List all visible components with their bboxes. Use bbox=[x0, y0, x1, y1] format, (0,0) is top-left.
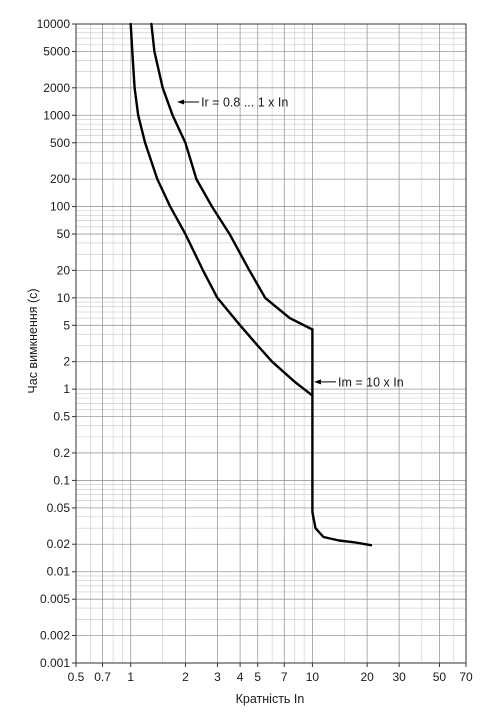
y-tick-labels: 0.001 0.002 0.005 0.01 0.02 0.05 0.1 0.2 0.5 1 2 5 1… bbox=[37, 17, 71, 670]
y-tick-label: 0.05 bbox=[47, 501, 71, 515]
grid bbox=[72, 23, 467, 667]
y-tick-label: 100 bbox=[50, 200, 70, 214]
y-tick-label: 0.001 bbox=[40, 656, 70, 670]
x-tick-label: 0.5 bbox=[68, 670, 85, 684]
x-tick-label: 5 bbox=[254, 670, 261, 684]
curves bbox=[129, 22, 373, 547]
annotation-arrowhead bbox=[177, 99, 185, 105]
x-tick-label: 0.7 bbox=[94, 670, 111, 684]
x-tick-labels: 0.5 0.7 1 2 3 4 5 7 10 20 30 50 70 bbox=[68, 670, 473, 684]
y-axis-title: Час вимкнення (с) bbox=[26, 288, 40, 393]
y-tick-label: 0.002 bbox=[40, 629, 70, 643]
y-tick-label: 0.005 bbox=[40, 592, 70, 606]
annotation-arrowhead bbox=[313, 379, 321, 385]
y-tick-label: 0.02 bbox=[47, 537, 71, 551]
x-tick-label: 7 bbox=[281, 670, 288, 684]
y-tick-label: 0.5 bbox=[53, 410, 70, 424]
x-tick-label: 30 bbox=[392, 670, 406, 684]
x-tick-label: 3 bbox=[214, 670, 221, 684]
trip-curve-1 bbox=[129, 22, 314, 397]
x-tick-label: 4 bbox=[237, 670, 244, 684]
y-tick-label: 0.01 bbox=[47, 565, 71, 579]
y-tick-label: 1000 bbox=[43, 108, 70, 122]
x-tick-label: 10 bbox=[306, 670, 320, 684]
trip-curve-3 bbox=[311, 328, 373, 547]
annotation-label: Im = 10 x In bbox=[338, 375, 404, 389]
y-tick-label: 500 bbox=[50, 136, 70, 150]
y-tick-label: 2000 bbox=[43, 81, 70, 95]
y-tick-label: 5 bbox=[63, 318, 70, 332]
y-tick-label: 50 bbox=[57, 227, 71, 241]
y-tick-label: 5000 bbox=[43, 44, 70, 58]
x-tick-label: 20 bbox=[360, 670, 374, 684]
y-tick-label: 0.2 bbox=[53, 446, 70, 460]
y-tick-label: 10000 bbox=[37, 17, 71, 31]
y-tick-label: 20 bbox=[57, 263, 71, 277]
y-tick-label: 10 bbox=[57, 291, 71, 305]
x-tick-label: 70 bbox=[459, 670, 473, 684]
y-tick-label: 200 bbox=[50, 172, 70, 186]
plot-frame bbox=[75, 23, 467, 664]
annotation-label: Ir = 0.8 ... 1 x In bbox=[201, 95, 288, 109]
y-tick-label: 1 bbox=[63, 382, 70, 396]
y-tick-label: 2 bbox=[63, 355, 70, 369]
x-axis-title: Кратність In bbox=[236, 692, 305, 706]
y-tick-label: 0.1 bbox=[53, 473, 70, 487]
x-tick-label: 2 bbox=[182, 670, 189, 684]
annotations: Ir = 0.8 ... 1 x In Im = 10 x In bbox=[177, 95, 404, 389]
x-tick-label: 50 bbox=[433, 670, 447, 684]
trip-curve-2 bbox=[150, 22, 314, 331]
x-tick-label: 1 bbox=[127, 670, 134, 684]
